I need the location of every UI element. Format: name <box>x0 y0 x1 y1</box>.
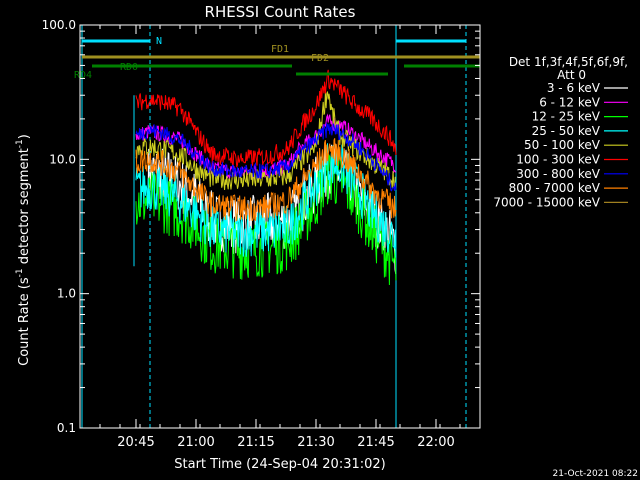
y-label-mid: detector segment <box>17 148 32 268</box>
y-tick-label: 100.0 <box>42 18 76 32</box>
x-tick-label: 21:45 <box>357 435 394 450</box>
plot-frame <box>79 24 481 429</box>
legend-title-1: Det 1f,3f,4f,5f,6f,9f, <box>509 55 628 69</box>
legend-entry-label: 800 - 7000 keV <box>509 181 601 195</box>
legend-entry-label: 6 - 12 keV <box>539 95 601 109</box>
x-tick-label: 20:45 <box>117 435 154 450</box>
legend-entry-label: 25 - 50 keV <box>532 124 601 138</box>
y-tick-label: 1.0 <box>57 287 76 301</box>
rd4-flag-label: RD4 <box>74 70 92 81</box>
y-tick-label: 10.0 <box>49 152 76 166</box>
y-axis-label: Count Rate (s-1 detector segment-1) <box>15 134 32 366</box>
x-tick-label: 22:00 <box>417 435 454 450</box>
x-tick-label: 21:00 <box>177 435 214 450</box>
series-line <box>135 138 397 222</box>
footer-date: 21-Oct-2021 08:22 <box>553 469 638 479</box>
night-flag-label: N <box>156 36 162 47</box>
y-label-sup2: -1 <box>15 139 25 148</box>
legend-entry-label: 3 - 6 keV <box>547 81 601 95</box>
y-label-sup1: -1 <box>15 268 25 277</box>
series-line <box>135 69 397 168</box>
series-line <box>135 151 397 286</box>
x-tick-label: 21:30 <box>297 435 334 450</box>
y-label-main: Count Rate (s <box>17 277 32 366</box>
legend-title-2: Att 0 <box>557 68 586 82</box>
x-tick-label: 21:15 <box>237 435 274 450</box>
fd1-flag-label: FD1 <box>271 44 289 55</box>
y-tick-label: 0.1 <box>57 421 76 435</box>
series-line <box>135 91 397 191</box>
fd2-flag-label: FD2 <box>311 53 329 64</box>
legend-entry-label: 50 - 100 keV <box>524 138 601 152</box>
series-line <box>135 113 397 181</box>
legend: Det 1f,3f,4f,5f,6f,9f, Att 0 3 - 6 keV6 … <box>493 55 628 209</box>
chart-title: RHESSI Count Rates <box>205 3 356 21</box>
legend-entry-label: 300 - 800 keV <box>516 167 600 181</box>
x-axis-label: Start Time (24-Sep-04 20:31:02) <box>174 457 385 472</box>
y-label-end: ) <box>17 134 32 139</box>
legend-entry-label: 7000 - 15000 keV <box>493 195 600 209</box>
legend-entry-label: 12 - 25 keV <box>532 110 601 124</box>
series-line <box>135 122 397 192</box>
legend-entry-label: 100 - 300 keV <box>516 153 600 167</box>
